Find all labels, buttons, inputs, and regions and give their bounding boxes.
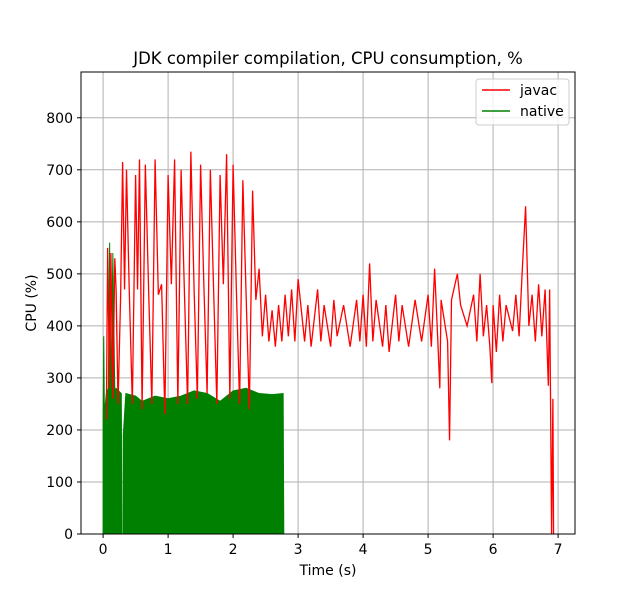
x-tick-label: 1: [164, 542, 173, 558]
y-tick-label: 800: [46, 111, 73, 127]
x-tick-label: 0: [99, 542, 108, 558]
legend: javac native: [475, 78, 570, 126]
chart-title: JDK compiler compilation, CPU consumptio…: [132, 49, 523, 68]
y-tick-label: 700: [46, 163, 73, 179]
legend-label-native: native: [520, 104, 564, 120]
y-tick-label: 200: [46, 423, 73, 439]
legend-label-javac: javac: [519, 83, 557, 99]
y-tick-label: 600: [46, 215, 73, 231]
series-javac: [105, 151, 555, 535]
y-axis-label: CPU (%): [24, 274, 40, 331]
y-tick-label: 400: [46, 319, 73, 335]
x-tick-label: 7: [554, 542, 563, 558]
plot-area: [102, 151, 555, 535]
x-axis-label: Time (s): [299, 563, 357, 579]
axes-frame: [80, 71, 576, 535]
y-tick-label: 100: [46, 475, 73, 491]
x-tick-label: 6: [489, 542, 498, 558]
x-tick-label: 5: [424, 542, 433, 558]
y-tick-label: 0: [64, 527, 73, 543]
x-tick-label: 3: [294, 542, 303, 558]
y-tick-label: 500: [46, 267, 73, 283]
x-tick-label: 2: [229, 542, 238, 558]
series-native: [102, 242, 285, 535]
ticks: 0 1 2 3 4 5 6 7 0 100 200 300 400 500 600 700 800: [46, 111, 562, 558]
y-tick-label: 300: [46, 371, 73, 387]
x-tick-label: 4: [359, 542, 368, 558]
